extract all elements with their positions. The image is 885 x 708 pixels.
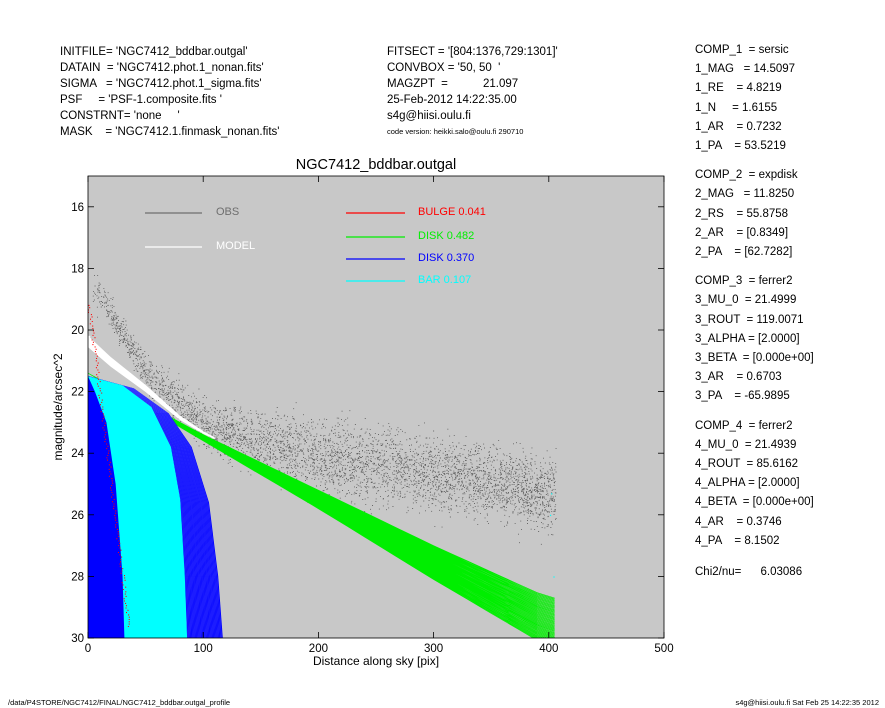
chi2-value: Chi2/nu= 6.03086 — [695, 566, 803, 578]
x-tick-label-0: 0 — [85, 643, 91, 655]
comp-4-line-5: 4_AR = 0.3746 — [695, 515, 782, 528]
obs-cyan-dot-1 — [553, 576, 555, 578]
comp-2-line-2: 2_RS = 55.8758 — [695, 207, 789, 220]
y-tick-label-3: 22 — [71, 387, 84, 399]
header-mid-line-1: CONVBOX = '50, 50 ' — [387, 62, 501, 74]
comp-2-line-4: 2_PA = [62.7282] — [695, 246, 793, 258]
x-axis-label: Distance along sky [pix] — [313, 654, 439, 668]
y-tick-label-2: 20 — [71, 325, 84, 337]
legend-label-0: OBS — [216, 206, 239, 218]
legend-label-4: DISK 0.370 — [418, 252, 474, 264]
comp-1-line-5: 1_PA = 53.5219 — [695, 140, 786, 152]
bulge-points — [88, 304, 130, 628]
header-left-line-2: SIGMA = 'NGC7412.phot.1_sigma.fits' — [60, 78, 262, 90]
disk1-band — [88, 372, 555, 638]
comp-4-line-2: 4_ROUT = 85.6162 — [695, 458, 799, 470]
x-tick-label-4: 400 — [539, 643, 558, 655]
header-mid-line-2: MAGZPT = 21.097 — [387, 78, 519, 90]
comp-1-line-2: 1_RE = 4.8219 — [695, 82, 782, 95]
plot-title: NGC7412_bddbar.outgal — [295, 157, 457, 173]
legend-label-3: DISK 0.482 — [418, 230, 474, 242]
header-mid-line-3: 25-Feb-2012 14:22:35.00 — [387, 94, 517, 106]
x-tick-label-3: 300 — [424, 643, 443, 655]
comp-1-line-3: 1_N = 1.6155 — [695, 101, 778, 114]
y-axis-label: magnitude/arcsec^2 — [51, 353, 65, 460]
obs-cyan-dot-2 — [549, 514, 552, 516]
header-left: INITFILE= 'NGC7412_bddbar.outgal' DATAIN … — [60, 44, 279, 140]
comp-3-line-2: 3_ROUT = 119.0071 — [695, 313, 804, 326]
comp-2-line-3: 2_AR = [0.8349] — [695, 226, 789, 239]
model-curve — [88, 335, 215, 440]
comp-2-line-1: 2_MAG = 11.8250 — [695, 188, 795, 201]
header-mid: FITSECT = '[804:1376,729:1301]' CONVBOX =… — [387, 44, 558, 140]
comp-4-line-3: 4_ALPHA = [2.0000] — [695, 477, 800, 490]
header-left-line-4: CONSTRNT= 'none ' — [60, 110, 180, 122]
y-tick-label-7: 30 — [71, 633, 84, 645]
obs-cyan-dot-0 — [551, 493, 553, 495]
legend-label-5: BAR 0.107 — [418, 274, 471, 286]
x-tick-label-5: 500 — [654, 643, 673, 655]
comp-1-line-0: COMP_1 = sersic — [695, 44, 789, 56]
y-tick-label-1: 18 — [71, 263, 84, 275]
comp-3-line-1: 3_MU_0 = 21.4999 — [695, 294, 797, 307]
comp-3-line-3: 3_ALPHA = [2.0000] — [695, 332, 800, 345]
footer-user-date: s4g@hiisi.oulu.fi Sat Feb 25 14:22:35 20… — [735, 698, 879, 707]
bar-area — [88, 376, 188, 638]
header-mid-line-5: code version: heikki.salo@oulu.fi 290710 — [387, 127, 524, 136]
comp-1-line-4: 1_AR = 0.7232 — [695, 120, 782, 133]
legend-label-1: MODEL — [216, 240, 255, 252]
header-mid-line-4: s4g@hiisi.oulu.fi — [387, 110, 471, 122]
footer-path: /data/P4STORE/NGC7412/FINAL/NGC7412_bddb… — [8, 698, 231, 707]
comp-3-line-6: 3_PA = -65.9895 — [695, 390, 790, 403]
plot-frame — [87, 175, 665, 639]
header-left-line-3: PSF = 'PSF-1.composite.fits ' — [60, 94, 222, 106]
plot-data-group — [88, 275, 557, 638]
comp-4-line-0: COMP_4 = ferrer2 — [695, 419, 793, 432]
y-tick-label-0: 16 — [71, 202, 84, 214]
comp-2-line-0: COMP_2 = expdisk — [695, 169, 798, 182]
header-mid-line-0: FITSECT = '[804:1376,729:1301]' — [387, 46, 558, 58]
header-left-line-0: INITFILE= 'NGC7412_bddbar.outgal' — [60, 46, 248, 58]
comp-4-line-6: 4_PA = 8.1502 — [695, 534, 780, 547]
header-left-line-5: MASK = 'NGC7412.1.finmask_nonan.fits' — [60, 126, 280, 138]
comp-4-line-4: 4_BETA = [0.000e+00] — [695, 496, 814, 509]
y-tick-label-4: 24 — [71, 448, 84, 460]
x-tick-label-2: 200 — [309, 643, 328, 655]
comp-3-line-0: COMP_3 = ferrer2 — [695, 275, 793, 288]
comp-3-line-5: 3_AR = 0.6703 — [695, 371, 782, 384]
comp-4-line-1: 4_MU_0 = 21.4939 — [695, 438, 797, 451]
header-left-line-1: DATAIN = 'NGC7412.phot.1_nonan.fits' — [60, 62, 264, 74]
y-tick-label-6: 28 — [71, 571, 84, 583]
y-tick-label-5: 26 — [71, 510, 84, 522]
x-tick-label-1: 100 — [194, 643, 213, 655]
comp-1-line-1: 1_MAG = 14.5097 — [695, 63, 796, 76]
legend-label-2: BULGE 0.041 — [418, 206, 486, 218]
comp-3-line-4: 3_BETA = [0.000e+00] — [695, 352, 814, 364]
